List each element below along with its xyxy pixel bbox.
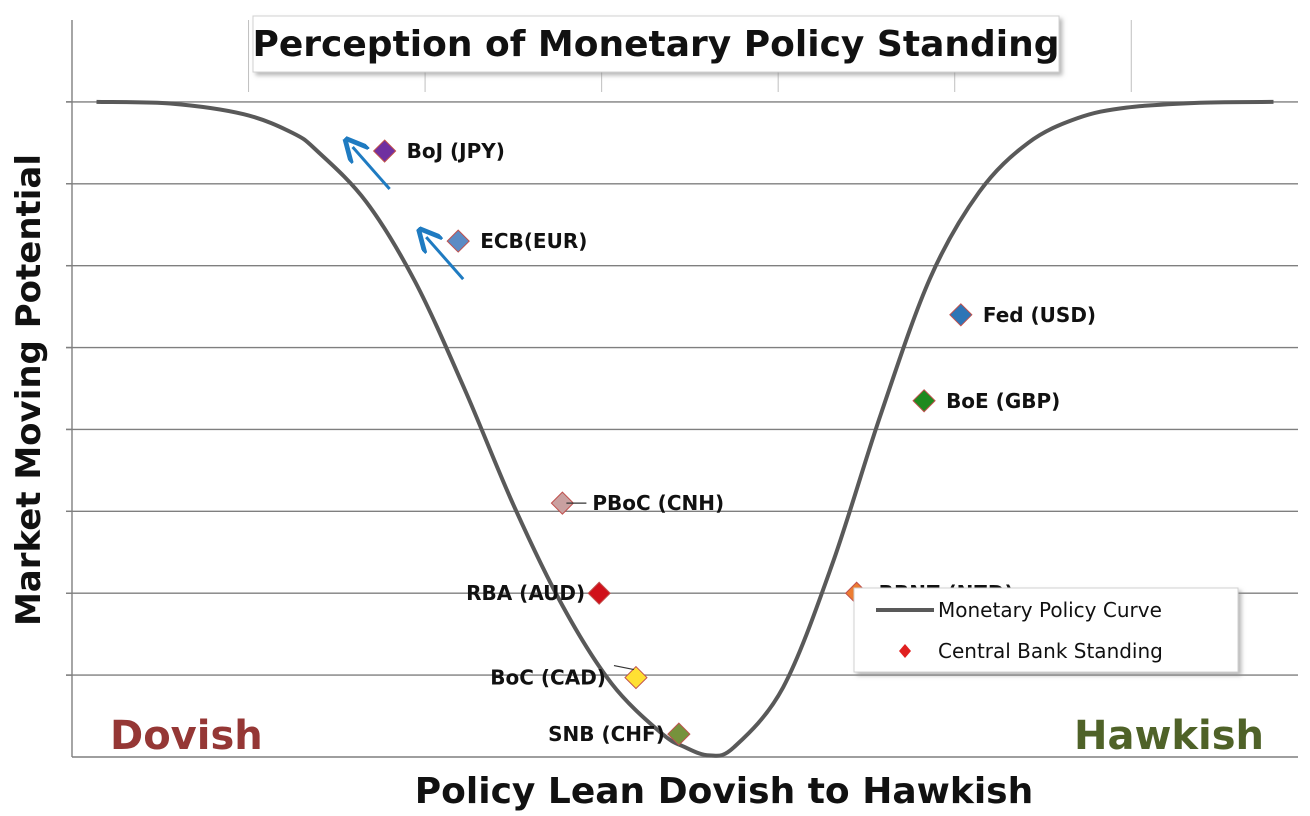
label-pboc-cnh: PBoC (CNH) [592, 491, 724, 515]
point-boe-gbp [912, 389, 936, 413]
x-axis-label: Policy Lean Dovish to Hawkish [415, 771, 1033, 812]
point-pboc-cnh [550, 491, 575, 515]
gridlines [66, 101, 1298, 676]
chart-title: Perception of Monetary Policy Standing [252, 24, 1059, 65]
arrow-ecb-eur [426, 237, 465, 281]
legend-item-curve: Monetary Policy Curve [938, 598, 1162, 622]
legend-item-standing: Central Bank Standing [938, 639, 1163, 663]
legend-box [853, 587, 1239, 673]
point-boj-jpy [372, 139, 397, 163]
point-snb-chf [667, 722, 691, 746]
label-boe-gbp: BoE (GBP) [946, 389, 1060, 413]
leader-boc-cad [613, 664, 635, 671]
label-rba-aud: RBA (AUD) [466, 581, 585, 605]
point-boc-cad [624, 665, 648, 690]
monetary-policy-curve-line [96, 99, 1274, 758]
point-fed-usd [949, 303, 973, 327]
arrows [353, 147, 465, 281]
label-ecb-eur: ECB(EUR) [480, 229, 587, 253]
chart-title-box: Perception of Monetary Policy Standing [252, 15, 1060, 73]
label-boc-cad: BoC (CAD) [490, 666, 606, 690]
label-boj-jpy: BoJ (JPY) [407, 139, 505, 163]
central-bank-points: BoJ (JPY) ECB(EUR) Fed (USD) BoE (GBP) PBoC … [372, 139, 1096, 746]
y-axis-label: Market Moving Potential [9, 154, 49, 626]
point-ecb-eur [446, 229, 470, 253]
label-snb-chf: SNB (CHF) [548, 722, 665, 746]
legend: Monetary Policy Curve Central Bank Stand… [853, 587, 1239, 673]
arrow-boj-jpy [353, 147, 391, 191]
legend-marker-swatch [899, 644, 911, 658]
hawkish-label: Hawkish [1074, 713, 1264, 759]
point-rba-aud [587, 581, 611, 605]
dovish-label: Dovish [110, 713, 263, 759]
label-fed-usd: Fed (USD) [983, 303, 1096, 327]
axes [66, 20, 1298, 758]
